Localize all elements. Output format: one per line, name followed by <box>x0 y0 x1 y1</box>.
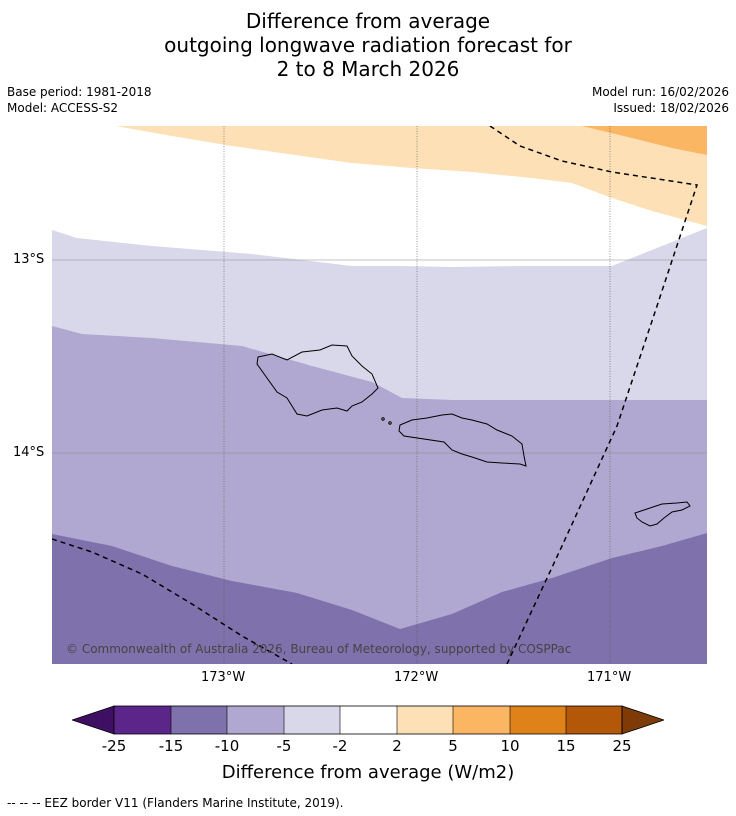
map-panel: © Commonwealth of Australia 2026, Bureau… <box>52 126 707 664</box>
colorbar-label: Difference from average (W/m2) <box>221 762 515 783</box>
tutuila-island <box>634 501 691 527</box>
colorbar-segment <box>510 706 566 734</box>
colorbar-tick: 25 <box>612 737 632 755</box>
eez-footnote: -- -- -- EEZ border V11 (Flanders Marine… <box>7 796 344 810</box>
colorbar-segment <box>114 706 171 734</box>
model-name: Model: ACCESS-S2 <box>7 101 119 115</box>
colorbar-segment <box>227 706 284 734</box>
colorbar-segment <box>453 706 510 734</box>
colorbar-tick: -5 <box>276 737 292 755</box>
map-title-line-1: Difference from average <box>245 9 491 33</box>
colorbar-tick: -15 <box>158 737 184 755</box>
colorbar-tick: 5 <box>448 737 458 755</box>
map-title-line-3: 2 to 8 March 2026 <box>276 57 460 81</box>
eez-border <box>52 126 698 664</box>
colorbar-tick: -2 <box>332 737 348 755</box>
lon-label-173w: 173°W <box>201 670 246 685</box>
colorbar-segment <box>340 706 397 734</box>
colorbar-tick: 15 <box>556 737 576 755</box>
lat-label-13s: 13°S <box>13 252 45 267</box>
colorbar <box>72 705 664 735</box>
lon-label-172w: 172°W <box>394 670 439 685</box>
colorbar-extend-high <box>621 705 664 735</box>
colorbar-tick: 2 <box>392 737 402 755</box>
upolu-island <box>398 413 527 467</box>
colorbar-extend-low <box>72 705 115 735</box>
colorbar-segment <box>397 706 453 734</box>
map-title-line-2: outgoing longwave radiation forecast for <box>164 33 572 57</box>
copyright-notice: © Commonwealth of Australia 2026, Bureau… <box>66 642 571 656</box>
issued-date: Issued: 18/02/2026 <box>613 101 729 115</box>
lat-label-14s: 14°S <box>13 445 45 460</box>
base-period: Base period: 1981-2018 <box>7 85 152 99</box>
colorbar-tick: 10 <box>500 737 520 755</box>
colorbar-segment <box>284 706 340 734</box>
olr-band-2-5 <box>116 126 707 226</box>
colorbar-segment <box>171 706 227 734</box>
olr-band-minus15-minus10 <box>52 533 707 664</box>
colorbar-tick: -25 <box>101 737 127 755</box>
samoa-coastlines <box>256 344 691 527</box>
colorbar-segment <box>566 706 622 734</box>
longitude-gridlines <box>223 126 611 664</box>
savaii-island <box>256 344 379 417</box>
colorbar-tick: -10 <box>214 737 240 755</box>
model-run: Model run: 16/02/2026 <box>591 85 729 99</box>
lon-label-171w: 171°W <box>587 670 632 685</box>
olr-band-5-10 <box>582 126 707 155</box>
latitude-gridlines <box>52 259 707 454</box>
